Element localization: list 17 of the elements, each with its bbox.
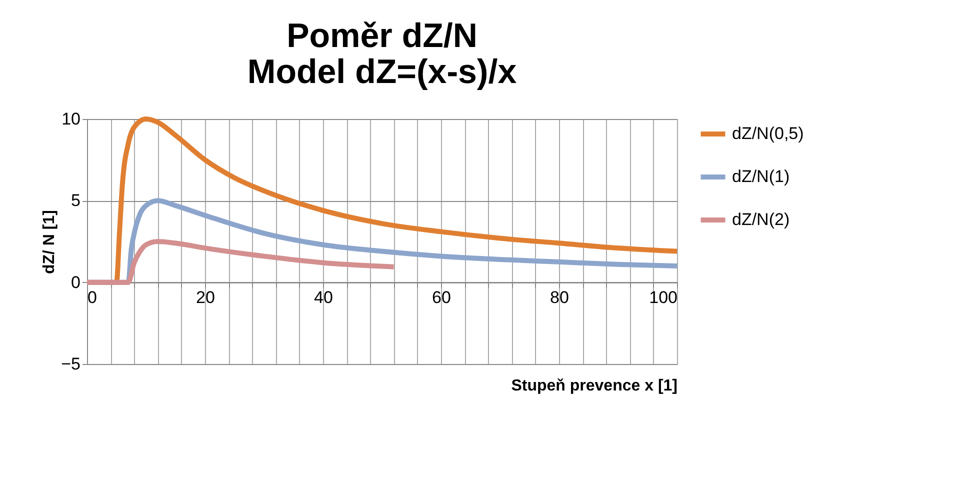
x-tick-label: 80 xyxy=(550,288,569,307)
y-tick-label: 5 xyxy=(71,191,80,210)
x-tick-label: 0 xyxy=(88,288,97,307)
y-axis-title: dZ/ N [1] xyxy=(41,210,58,274)
legend-label: dZ/N(1) xyxy=(732,167,790,186)
text: Model dZ=(x-s)/x xyxy=(247,53,517,91)
y-tick-label: 0 xyxy=(71,272,80,292)
text: Poměr dZ/N xyxy=(286,17,478,55)
x-axis-title: Stupeň prevence x [1] xyxy=(511,378,678,394)
y-tick-label: −5 xyxy=(61,354,80,374)
legend-label: dZ/N(0,5) xyxy=(732,124,804,143)
x-tick-label: 100 xyxy=(649,288,678,307)
x-tick-label: 60 xyxy=(432,288,451,307)
x-tick-label: 20 xyxy=(196,288,215,307)
y-tick-label: 10 xyxy=(62,110,80,128)
x-tick-label: 40 xyxy=(314,288,333,307)
legend-label: dZ/N(2) xyxy=(732,210,790,229)
